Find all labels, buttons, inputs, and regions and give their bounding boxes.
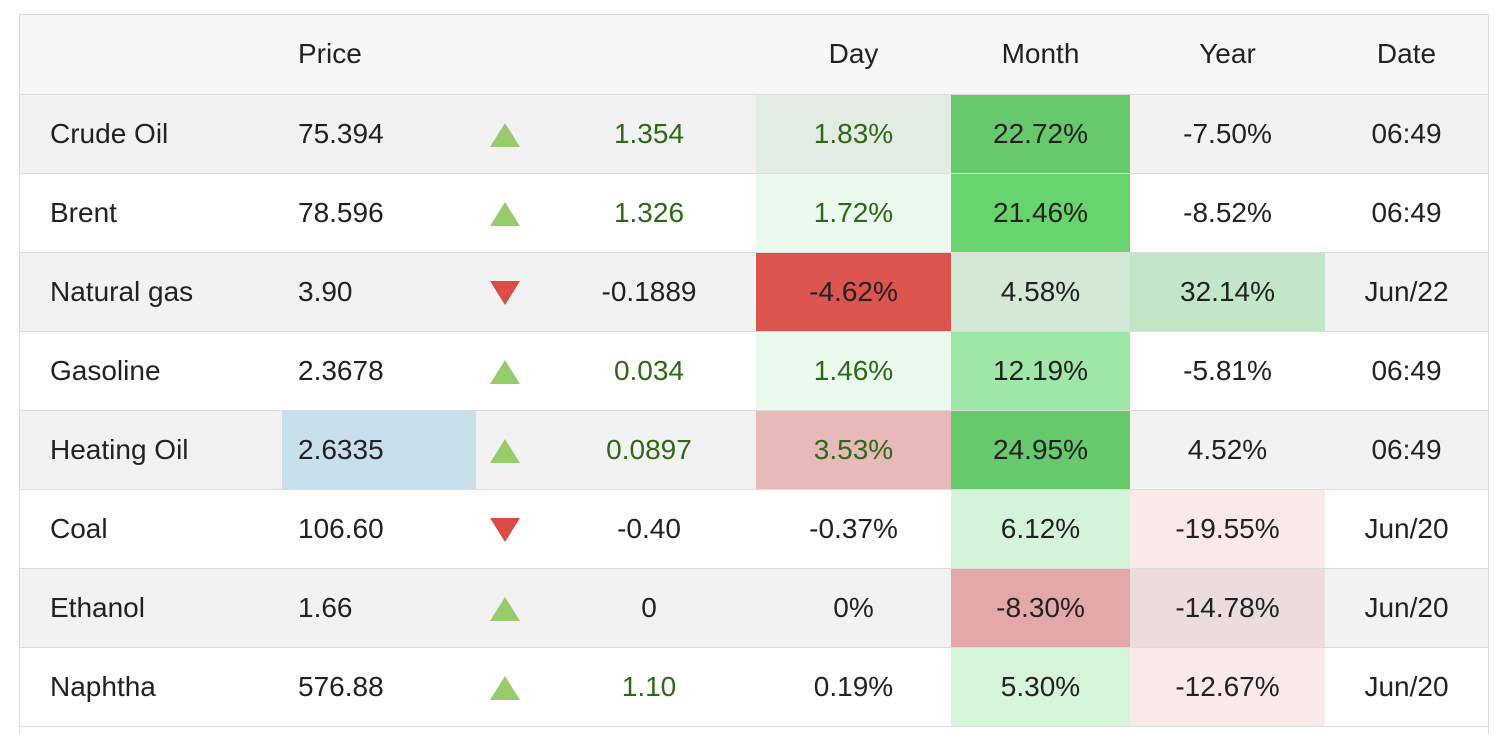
- header-price[interactable]: Price: [282, 15, 476, 95]
- commodity-name-link[interactable]: Coal: [50, 512, 108, 544]
- year-change-cell: -7.50%: [1183, 117, 1272, 149]
- date-cell: 06:49: [1371, 196, 1442, 228]
- change-cell: 1.10: [621, 670, 677, 702]
- commodities-table: Price Day Month Year Date Crude Oil 75.39…: [20, 15, 1488, 727]
- price-cell: 106.60: [298, 512, 384, 544]
- date-cell: 06:49: [1371, 433, 1442, 465]
- header-arrow: [476, 15, 542, 95]
- triangle-up-icon: [490, 360, 520, 385]
- year-change-cell: 4.52%: [1187, 433, 1268, 465]
- change-cell: 0: [641, 591, 657, 623]
- commodity-name-link[interactable]: Gasoline: [50, 354, 161, 386]
- table-row: Crude Oil 75.394 1.354 1.83% 22.72% -7.50% 06:…: [20, 94, 1488, 173]
- arrow-up-cell: [476, 410, 542, 489]
- change-cell: 1.354: [613, 117, 685, 149]
- arrow-up-cell: [476, 94, 542, 173]
- table-row: Heating Oil 2.6335 0.0897 3.53% 24.95% 4.52% 0…: [20, 410, 1488, 489]
- triangle-down-icon: [490, 518, 520, 543]
- day-change-cell: 1.72%: [756, 173, 951, 252]
- price-cell: 1.66: [298, 591, 353, 623]
- year-change-cell: -5.81%: [1183, 354, 1272, 386]
- commodity-name-link[interactable]: Brent: [50, 196, 117, 228]
- table-row: Gasoline 2.3678 0.034 1.46% 12.19% -5.81% 06:4…: [20, 331, 1488, 410]
- arrow-down-cell: [476, 489, 542, 568]
- month-change-cell: 12.19%: [951, 331, 1130, 410]
- triangle-up-icon: [490, 676, 520, 701]
- month-change-cell: -8.30%: [951, 568, 1130, 647]
- triangle-up-icon: [490, 202, 520, 227]
- date-cell: 06:49: [1371, 117, 1442, 149]
- year-change-cell: -14.78%: [1130, 568, 1325, 647]
- commodities-table-panel: Price Day Month Year Date Crude Oil 75.39…: [19, 14, 1489, 734]
- date-cell: Jun/20: [1364, 591, 1449, 623]
- year-change-cell: -12.67%: [1130, 647, 1325, 726]
- price-cell: 3.90: [298, 275, 353, 307]
- change-cell: -0.1889: [601, 275, 697, 307]
- year-change-cell: -8.52%: [1183, 196, 1272, 228]
- month-change-cell: 4.58%: [951, 252, 1130, 331]
- change-cell: -0.40: [617, 512, 681, 544]
- commodity-name-link[interactable]: Natural gas: [50, 275, 194, 307]
- year-change-cell: 32.14%: [1130, 252, 1325, 331]
- price-cell: 75.394: [298, 117, 384, 149]
- day-change-cell: 1.46%: [756, 331, 951, 410]
- commodity-name-link[interactable]: Crude Oil: [50, 117, 169, 149]
- arrow-up-cell: [476, 331, 542, 410]
- triangle-down-icon: [490, 281, 520, 306]
- day-change-cell: 1.83%: [756, 94, 951, 173]
- day-change-cell: 0.19%: [813, 670, 894, 702]
- change-cell: 0.0897: [606, 433, 692, 465]
- header-change: [542, 15, 756, 95]
- triangle-up-icon: [490, 123, 520, 148]
- date-cell: Jun/22: [1364, 275, 1449, 307]
- month-change-cell: 5.30%: [951, 647, 1130, 726]
- commodity-name-link[interactable]: Naphtha: [50, 670, 156, 702]
- header-day[interactable]: Day: [756, 15, 951, 95]
- table-row: Brent 78.596 1.326 1.72% 21.46% -8.52% 06:49: [20, 173, 1488, 252]
- table-row: Naphtha 576.88 1.10 0.19% 5.30% -12.67% Jun/20: [20, 647, 1488, 726]
- table-row: Natural gas 3.90 -0.1889 -4.62% 4.58% 32.14% J…: [20, 252, 1488, 331]
- table-row: Ethanol 1.66 0 0% -8.30% -14.78% Jun/20: [20, 568, 1488, 647]
- month-change-cell: 22.72%: [951, 94, 1130, 173]
- price-cell: 576.88: [298, 670, 384, 702]
- change-cell: 0.034: [613, 354, 685, 386]
- header-month[interactable]: Month: [951, 15, 1130, 95]
- day-change-cell: 0%: [833, 591, 874, 623]
- date-cell: Jun/20: [1364, 670, 1449, 702]
- day-change-cell: -4.62%: [756, 252, 951, 331]
- header-year[interactable]: Year: [1130, 15, 1325, 95]
- triangle-up-icon: [490, 439, 520, 464]
- date-cell: Jun/20: [1364, 512, 1449, 544]
- price-cell: 2.3678: [298, 354, 384, 386]
- table-row: Coal 106.60 -0.40 -0.37% 6.12% -19.55% Jun/20: [20, 489, 1488, 568]
- commodity-name-link[interactable]: Heating Oil: [50, 433, 189, 465]
- month-change-cell: 21.46%: [951, 173, 1130, 252]
- arrow-up-cell: [476, 647, 542, 726]
- arrow-up-cell: [476, 173, 542, 252]
- day-change-cell: 3.53%: [756, 410, 951, 489]
- commodity-name-link[interactable]: Ethanol: [50, 591, 145, 623]
- arrow-up-cell: [476, 568, 542, 647]
- header-name: [20, 15, 282, 95]
- day-change-cell: -0.37%: [809, 512, 898, 544]
- month-change-cell: 6.12%: [951, 489, 1130, 568]
- date-cell: 06:49: [1371, 354, 1442, 386]
- triangle-up-icon: [490, 597, 520, 622]
- price-cell: 78.596: [298, 196, 384, 228]
- change-cell: 1.326: [613, 196, 685, 228]
- price-cell: 2.6335: [282, 410, 476, 489]
- header-date[interactable]: Date: [1325, 15, 1488, 95]
- month-change-cell: 24.95%: [951, 410, 1130, 489]
- arrow-down-cell: [476, 252, 542, 331]
- table-header-row: Price Day Month Year Date: [20, 15, 1488, 95]
- year-change-cell: -19.55%: [1130, 489, 1325, 568]
